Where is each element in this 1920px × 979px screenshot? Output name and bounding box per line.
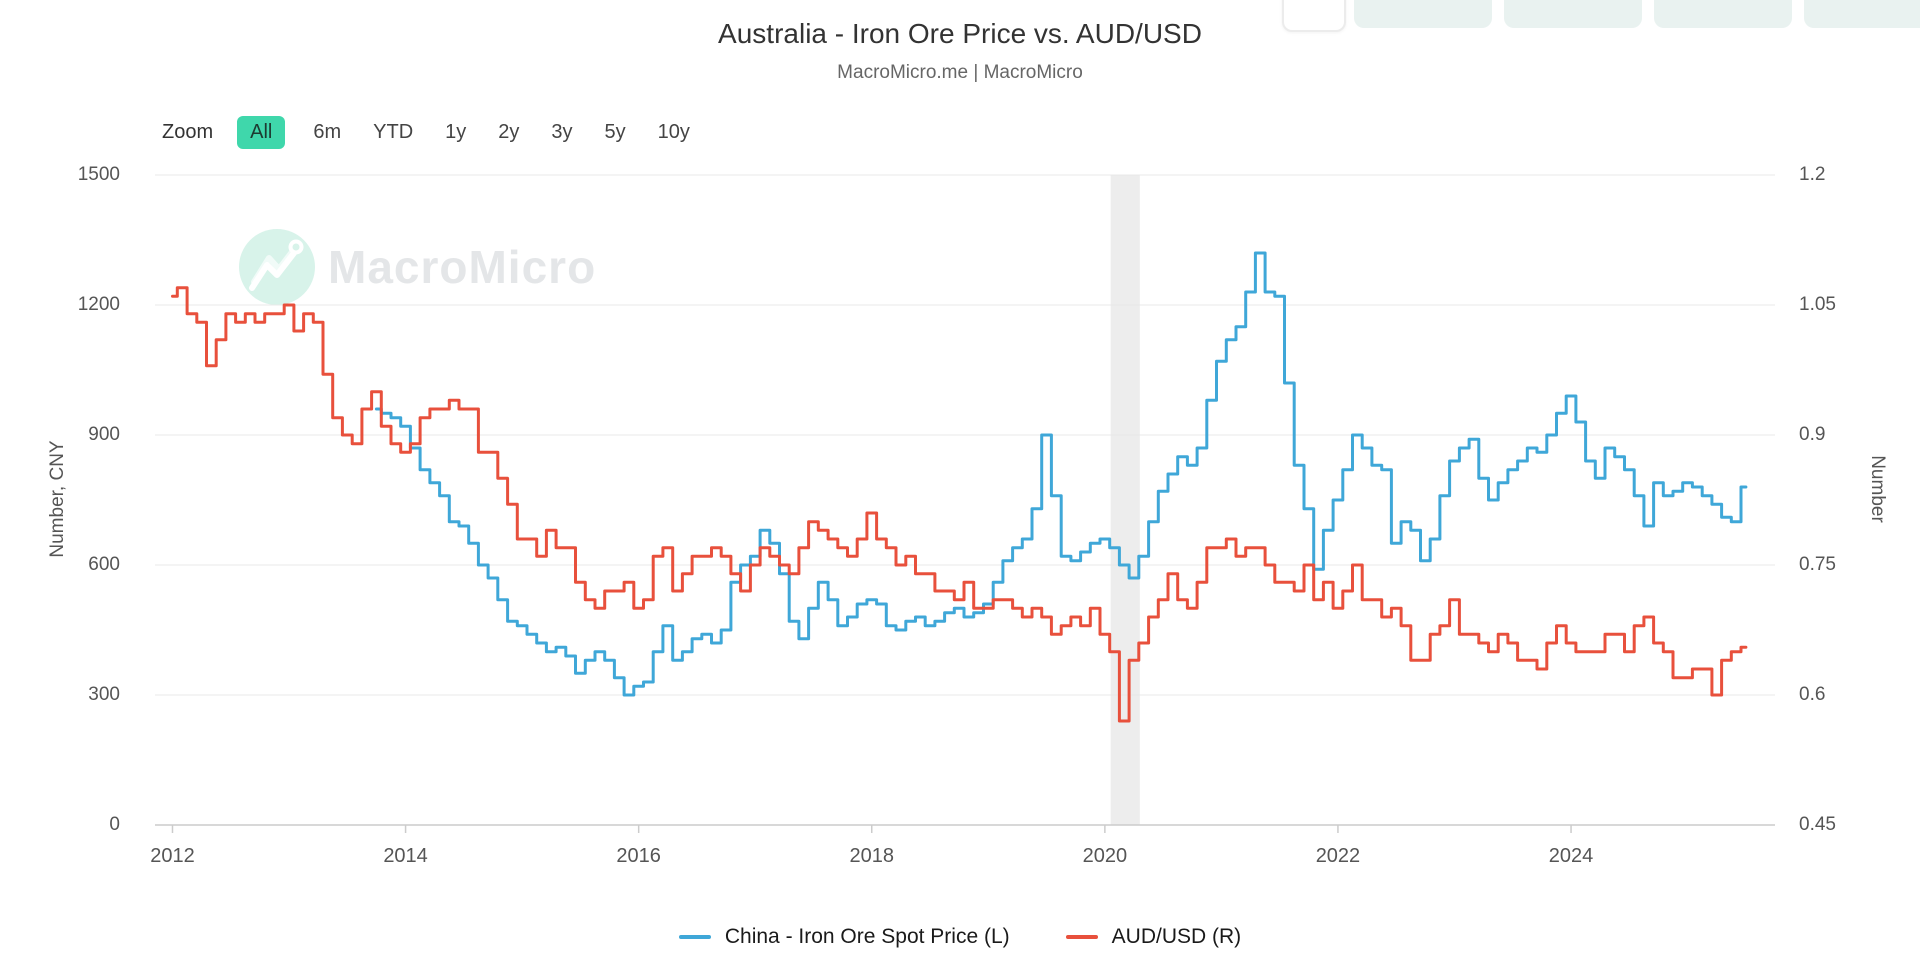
x-tick-label: 2012 [150,845,195,867]
legend-item-audusd[interactable]: AUD/USD (R) [1065,925,1242,949]
legend-label: AUD/USD (R) [1111,925,1242,948]
recession-band [1110,175,1140,825]
y-left-tick-label: 300 [88,684,120,705]
x-tick-label: 2016 [616,845,661,867]
macromicro-logo-icon [239,229,315,305]
y-right-tick-label: 0.45 [1799,814,1836,835]
range-button-10y[interactable]: 10y [657,121,690,143]
x-tick-label: 2022 [1315,845,1361,867]
range-button-ytd[interactable]: YTD [373,121,414,143]
zoom-label: Zoom [162,121,214,143]
legend-dash-icon [1065,935,1098,939]
y-left-tick-label: 0 [109,814,120,835]
y-right-tick-label: 1.05 [1799,294,1836,315]
x-tick-label: 2020 [1082,845,1128,867]
range-button-5y[interactable]: 5y [604,121,626,143]
legend: China - Iron Ore Spot Price (L) AUD/USD (… [0,925,1920,949]
range-button-6m[interactable]: 6m [313,121,342,143]
macromicro-watermark: MacroMicro [238,228,596,306]
y-right-tick-label: 1.2 [1799,164,1826,185]
x-tick-label: 2014 [383,845,428,867]
y-axis-title-left: Number, CNY [47,440,68,558]
x-tick-label: 2024 [1548,845,1594,867]
toolbar-button-partial[interactable] [1654,0,1792,28]
range-button-3y[interactable]: 3y [551,121,573,143]
chart-title: Australia - Iron Ore Price vs. AUD/USD [718,18,1202,49]
legend-dash-icon [678,935,711,939]
y-left-tick-label: 1500 [77,164,120,185]
legend-item-iron-ore[interactable]: China - Iron Ore Spot Price (L) [678,925,1010,949]
x-tick-label: 2018 [849,845,895,867]
y-axis-title-right: Number [1867,455,1888,523]
y-right-tick-label: 0.9 [1799,424,1826,445]
chart-subtitle: MacroMicro.me | MacroMicro [837,62,1083,83]
legend-label: China - Iron Ore Spot Price (L) [724,925,1010,948]
range-button-all[interactable]: All [237,116,286,149]
watermark-text: MacroMicro [328,241,597,293]
toolbar-button-partial[interactable] [1354,0,1492,28]
series-line-audusd [171,286,1748,723]
y-left-tick-label: 900 [88,424,120,445]
toolbar-button-partial[interactable] [1804,0,1920,28]
y-right-tick-label: 0.75 [1799,554,1836,575]
range-button-1y[interactable]: 1y [445,121,467,143]
toolbar-button-partial[interactable] [1282,0,1346,32]
range-button-2y[interactable]: 2y [498,121,520,143]
range-selector: Zoom All 6m YTD 1y 2y 3y 5y 10y [162,116,694,149]
y-left-tick-label: 1200 [77,294,120,315]
y-right-tick-label: 0.6 [1799,684,1826,705]
toolbar-button-partial[interactable] [1504,0,1642,28]
series-line-iron-ore [374,251,1748,697]
y-left-tick-label: 600 [88,554,120,575]
